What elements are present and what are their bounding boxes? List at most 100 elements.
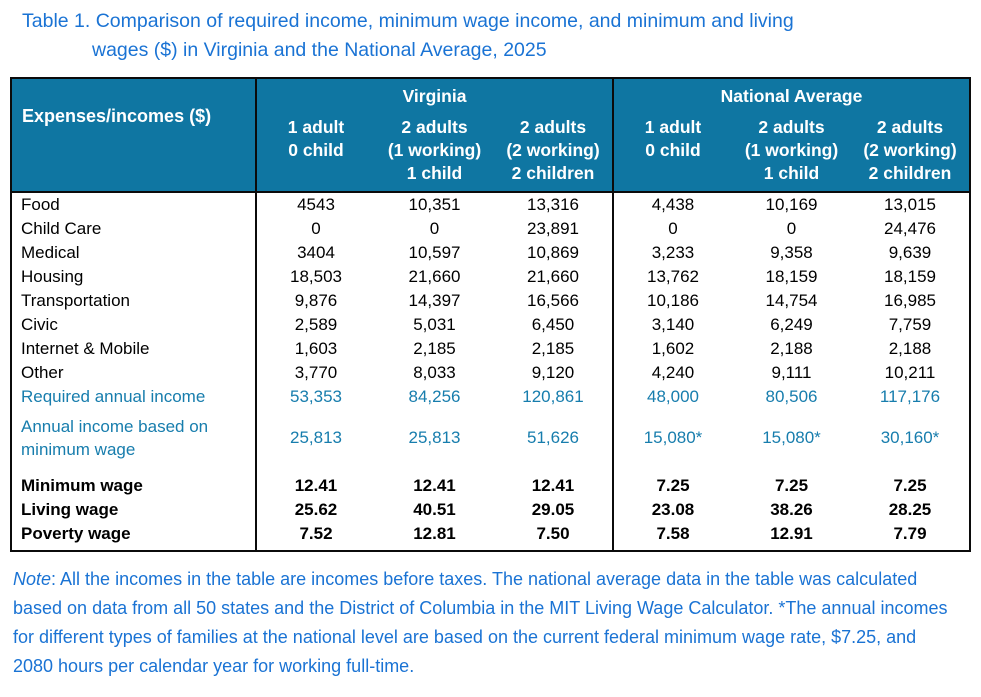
value-cell: 7.25 [612, 466, 732, 498]
value-cell: 4,438 [612, 191, 732, 217]
table-row-civic: Civic 2,589 5,031 6,450 3,140 6,249 7,759 [11, 313, 970, 337]
table-row-child-care: Child Care 0 0 23,891 0 0 24,476 [11, 217, 970, 241]
value-cell: 3,770 [255, 361, 375, 385]
value-cell: 9,876 [255, 289, 375, 313]
value-cell: 0 [255, 217, 375, 241]
col-header-virginia-2: 2 adults (1 working) 1 child [375, 115, 494, 192]
value-cell: 9,358 [770, 243, 813, 262]
col-header-national-3: 2 adults (2 working) 2 children [851, 115, 970, 192]
table-caption-line2: wages ($) in Virginia and the National A… [92, 39, 547, 61]
value-cell: 2,188 [888, 339, 932, 358]
value-cell: 0 [612, 217, 732, 241]
value-cell: 80,506 [765, 387, 818, 406]
row-label: Minimum wage [21, 476, 143, 495]
value-cell: 12.41 [255, 466, 375, 498]
value-cell: 16,566 [527, 291, 579, 310]
value-cell: 7.50 [536, 524, 570, 543]
table-row-internet-mobile: Internet & Mobile 1,603 2,185 2,185 1,602 2,1… [11, 337, 970, 361]
value-cell: 10,351 [375, 191, 494, 217]
note-body: : All the incomes in the table are incom… [13, 569, 948, 676]
table-row-medical: Medical 3404 10,597 10,869 3,233 9,358 9,639 [11, 241, 970, 265]
value-cell: 6,450 [531, 315, 575, 334]
row-label: Medical [21, 243, 80, 262]
value-cell: 12.41 [531, 476, 575, 495]
value-cell: 117,176 [879, 387, 941, 406]
value-cell: 25.62 [255, 498, 375, 522]
value-cell: 3,140 [612, 313, 732, 337]
value-cell: 7.25 [774, 476, 809, 495]
col-header-virginia-3: 2 adults (2 working) 2 children [494, 115, 613, 192]
value-cell: 2,589 [255, 313, 375, 337]
row-label: Poverty wage [21, 524, 131, 543]
value-cell: 7.25 [893, 476, 927, 495]
value-cell: 7.52 [255, 522, 375, 551]
value-cell: 2,185 [413, 339, 456, 358]
table-row-required-annual-income: Required annual income 53,353 84,256 120,86… [11, 385, 970, 409]
value-cell: 24,476 [884, 219, 936, 238]
value-cell: 23,891 [527, 219, 579, 238]
value-cell: 38.26 [770, 500, 813, 519]
value-cell: 0 [786, 219, 797, 238]
value-cell: 13,015 [851, 191, 970, 217]
value-cell: 18,159 [765, 267, 818, 286]
value-cell: 18,159 [884, 267, 936, 286]
value-cell: 3404 [255, 241, 375, 265]
table-body: Food 4543 10,351 13,316 4,438 10,169 13,015 Chi… [11, 191, 970, 551]
table-caption-line1: Table 1. Comparison of required income, … [22, 10, 794, 32]
row-label: Civic [21, 315, 58, 334]
value-cell: 28.25 [888, 500, 932, 519]
value-cell: 1,603 [255, 337, 375, 361]
value-cell: 16,985 [884, 291, 936, 310]
value-cell: 2,188 [770, 339, 813, 358]
table-row-housing: Housing 18,503 21,660 21,660 13,762 18,159 18,… [11, 265, 970, 289]
note-label: Note [13, 569, 52, 589]
value-cell: 10,597 [408, 243, 461, 262]
value-cell: 30,160* [880, 428, 940, 447]
value-cell: 3,233 [612, 241, 732, 265]
note-paragraph: Note: All the incomes in the table are i… [13, 565, 951, 681]
row-label: Other [21, 363, 64, 382]
value-cell: 5,031 [413, 315, 456, 334]
value-cell: 14,754 [765, 291, 818, 310]
value-cell: 25,813 [255, 409, 375, 466]
value-cell: 25,813 [408, 428, 461, 447]
row-label: Required annual income [21, 387, 206, 406]
value-cell: 51,626 [527, 428, 579, 447]
family-type-header-row: 1 adult 0 child 2 adults (1 working) 1 child… [11, 115, 970, 192]
table-row-poverty-wage: Poverty wage 7.52 12.81 7.50 7.58 12.91 7.79 [11, 522, 970, 551]
value-cell: 9,639 [888, 243, 932, 262]
col-header-national-1: 1 adult 0 child [612, 115, 732, 192]
row-label: Internet & Mobile [21, 339, 150, 358]
value-cell: 21,660 [408, 267, 461, 286]
value-cell: 12.41 [413, 476, 456, 495]
value-cell: 12.81 [413, 524, 456, 543]
comparison-table: Expenses/incomes ($) Virginia National A… [10, 77, 971, 552]
value-cell: 18,503 [255, 265, 375, 289]
table-row-other: Other 3,770 8,033 9,120 4,240 9,111 10,211 [11, 361, 970, 385]
row-label: Food [11, 191, 256, 217]
table-row-annual-income-based-on-minimum-wage: Annual income based on minimum wage 25,81… [11, 409, 970, 466]
value-cell: 10,211 [884, 363, 936, 382]
value-cell: 10,869 [527, 243, 579, 262]
value-cell: 13,762 [612, 265, 732, 289]
value-cell: 4543 [255, 191, 375, 217]
value-cell: 53,353 [255, 385, 375, 409]
value-cell: 2,185 [531, 339, 575, 358]
col-header-national-2: 2 adults (1 working) 1 child [732, 115, 851, 192]
value-cell: 7.58 [612, 522, 732, 551]
value-cell: 15,080* [612, 409, 732, 466]
value-cell: 23.08 [612, 498, 732, 522]
table-header: Expenses/incomes ($) Virginia National A… [11, 78, 970, 192]
row-label: Living wage [21, 500, 119, 519]
value-cell: 120,861 [522, 387, 584, 406]
value-cell: 12.91 [770, 524, 813, 543]
value-cell: 1,602 [612, 337, 732, 361]
group-header-virginia: Virginia [255, 78, 613, 115]
value-cell: 40.51 [413, 500, 456, 519]
table-row-transportation: Transportation 9,876 14,397 16,566 10,186 14,… [11, 289, 970, 313]
value-cell: 10,186 [612, 289, 732, 313]
value-cell: 9,120 [531, 363, 575, 382]
value-cell: 15,080* [762, 428, 821, 447]
row-label: Housing [21, 267, 84, 286]
